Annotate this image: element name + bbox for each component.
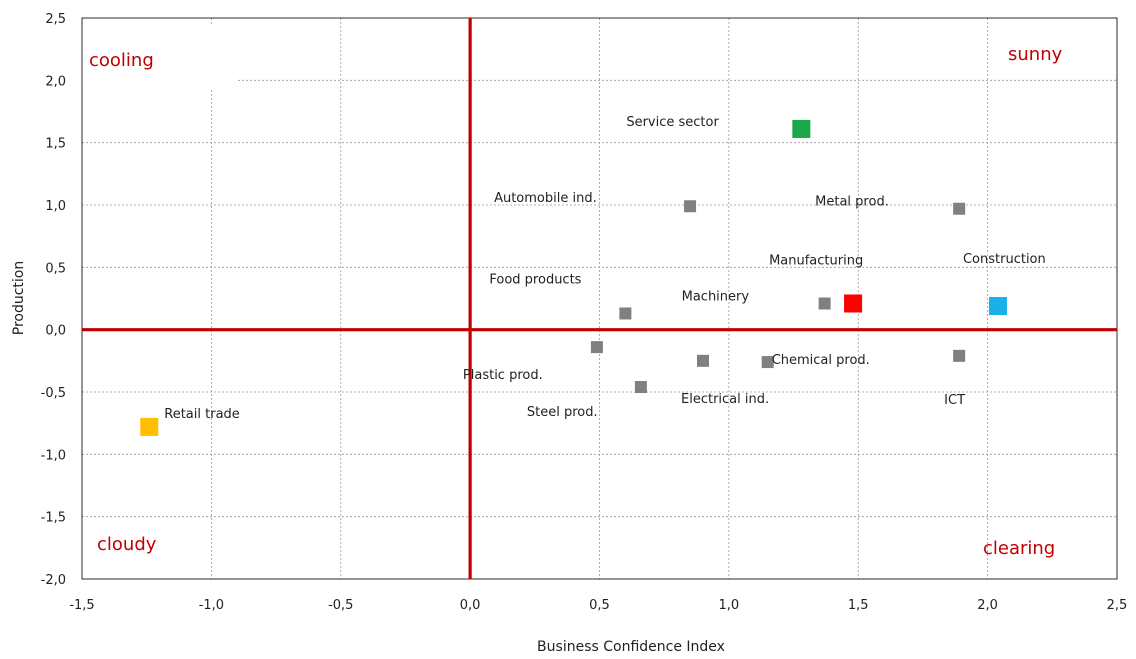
point-label-ict: ICT	[944, 393, 965, 408]
point-labels: Service sector Automobile ind. Metal prod.…	[164, 115, 1045, 422]
quadrant-label-cooling: cooling	[89, 50, 154, 71]
y-tick-label: 0,0	[45, 324, 66, 339]
point-service-sector	[792, 119, 811, 138]
x-tick-label: 2,0	[977, 598, 998, 613]
point-construction	[988, 296, 1007, 315]
point-label-plastic-prod: Plastic prod.	[463, 368, 543, 383]
label-background	[82, 518, 182, 576]
point-manufacturing	[844, 294, 863, 313]
y-tick-label: 2,5	[45, 12, 66, 27]
point-label-food-products: Food products	[489, 272, 581, 287]
y-tick-label: 1,5	[45, 137, 66, 152]
y-tick-label: -2,0	[41, 573, 66, 588]
x-tick-label: 1,0	[719, 598, 740, 613]
point-label-manufacturing: Manufacturing	[769, 253, 863, 268]
x-tick-label: 1,5	[848, 598, 869, 613]
x-tick-label: -0,5	[328, 598, 353, 613]
x-tick-label: 0,5	[589, 598, 610, 613]
point-retail-trade	[140, 417, 159, 436]
point-label-metal-prod: Metal prod.	[815, 195, 889, 210]
gridlines	[81, 17, 1118, 580]
point-label-construction: Construction	[963, 252, 1046, 267]
point-label-service-sector: Service sector	[626, 115, 719, 130]
y-tick-label: -0,5	[41, 386, 66, 401]
point-label-steel-prod: Steel prod.	[527, 405, 598, 420]
x-tick-label: -1,5	[69, 598, 94, 613]
point-label-machinery: Machinery	[682, 289, 750, 304]
y-tick-label: 2,0	[45, 74, 66, 89]
quadrant-label-clearing: clearing	[983, 538, 1055, 559]
point-metal-prod	[953, 202, 966, 215]
quadrant-label-sunny: sunny	[1008, 44, 1063, 65]
x-tick-label: 2,5	[1107, 598, 1128, 613]
x-tick-label: 0,0	[460, 598, 481, 613]
point-label-chemical-prod: Chemical prod.	[772, 353, 870, 368]
point-plastic-prod	[590, 341, 603, 354]
point-label-automobile-ind: Automobile ind.	[494, 191, 597, 206]
plot-frame	[81, 17, 1118, 580]
y-tick-label: 1,0	[45, 199, 66, 214]
x-tick-label: -1,0	[199, 598, 224, 613]
y-tick-label: -1,5	[41, 511, 66, 526]
y-axis-title: Production	[11, 261, 27, 335]
point-machinery	[818, 297, 831, 310]
x-axis-title: Business Confidence Index	[537, 639, 725, 655]
y-tick-label: -1,0	[41, 448, 66, 463]
tick-labels: -1,5 -1,0 -0,5 0,0 0,5 1,0 1,5 2,0 2,5 2,5 2,0 1,5 1…	[41, 12, 1128, 613]
data-points	[140, 119, 1007, 436]
label-background	[82, 25, 236, 89]
quadrant-labels: cooling sunny cloudy clearing	[89, 44, 1063, 559]
point-chemical-prod	[761, 356, 774, 369]
point-label-retail-trade: Retail trade	[164, 407, 240, 422]
y-tick-label: 0,5	[45, 261, 66, 276]
point-food-products	[619, 307, 632, 320]
point-automobile-ind	[684, 200, 697, 213]
point-ict	[953, 349, 966, 362]
point-electrical-ind	[697, 354, 709, 367]
point-steel-prod	[634, 381, 647, 394]
axes	[81, 17, 1118, 580]
quadrant-label-cloudy: cloudy	[97, 534, 157, 555]
point-label-electrical-ind: Electrical ind.	[681, 392, 769, 407]
